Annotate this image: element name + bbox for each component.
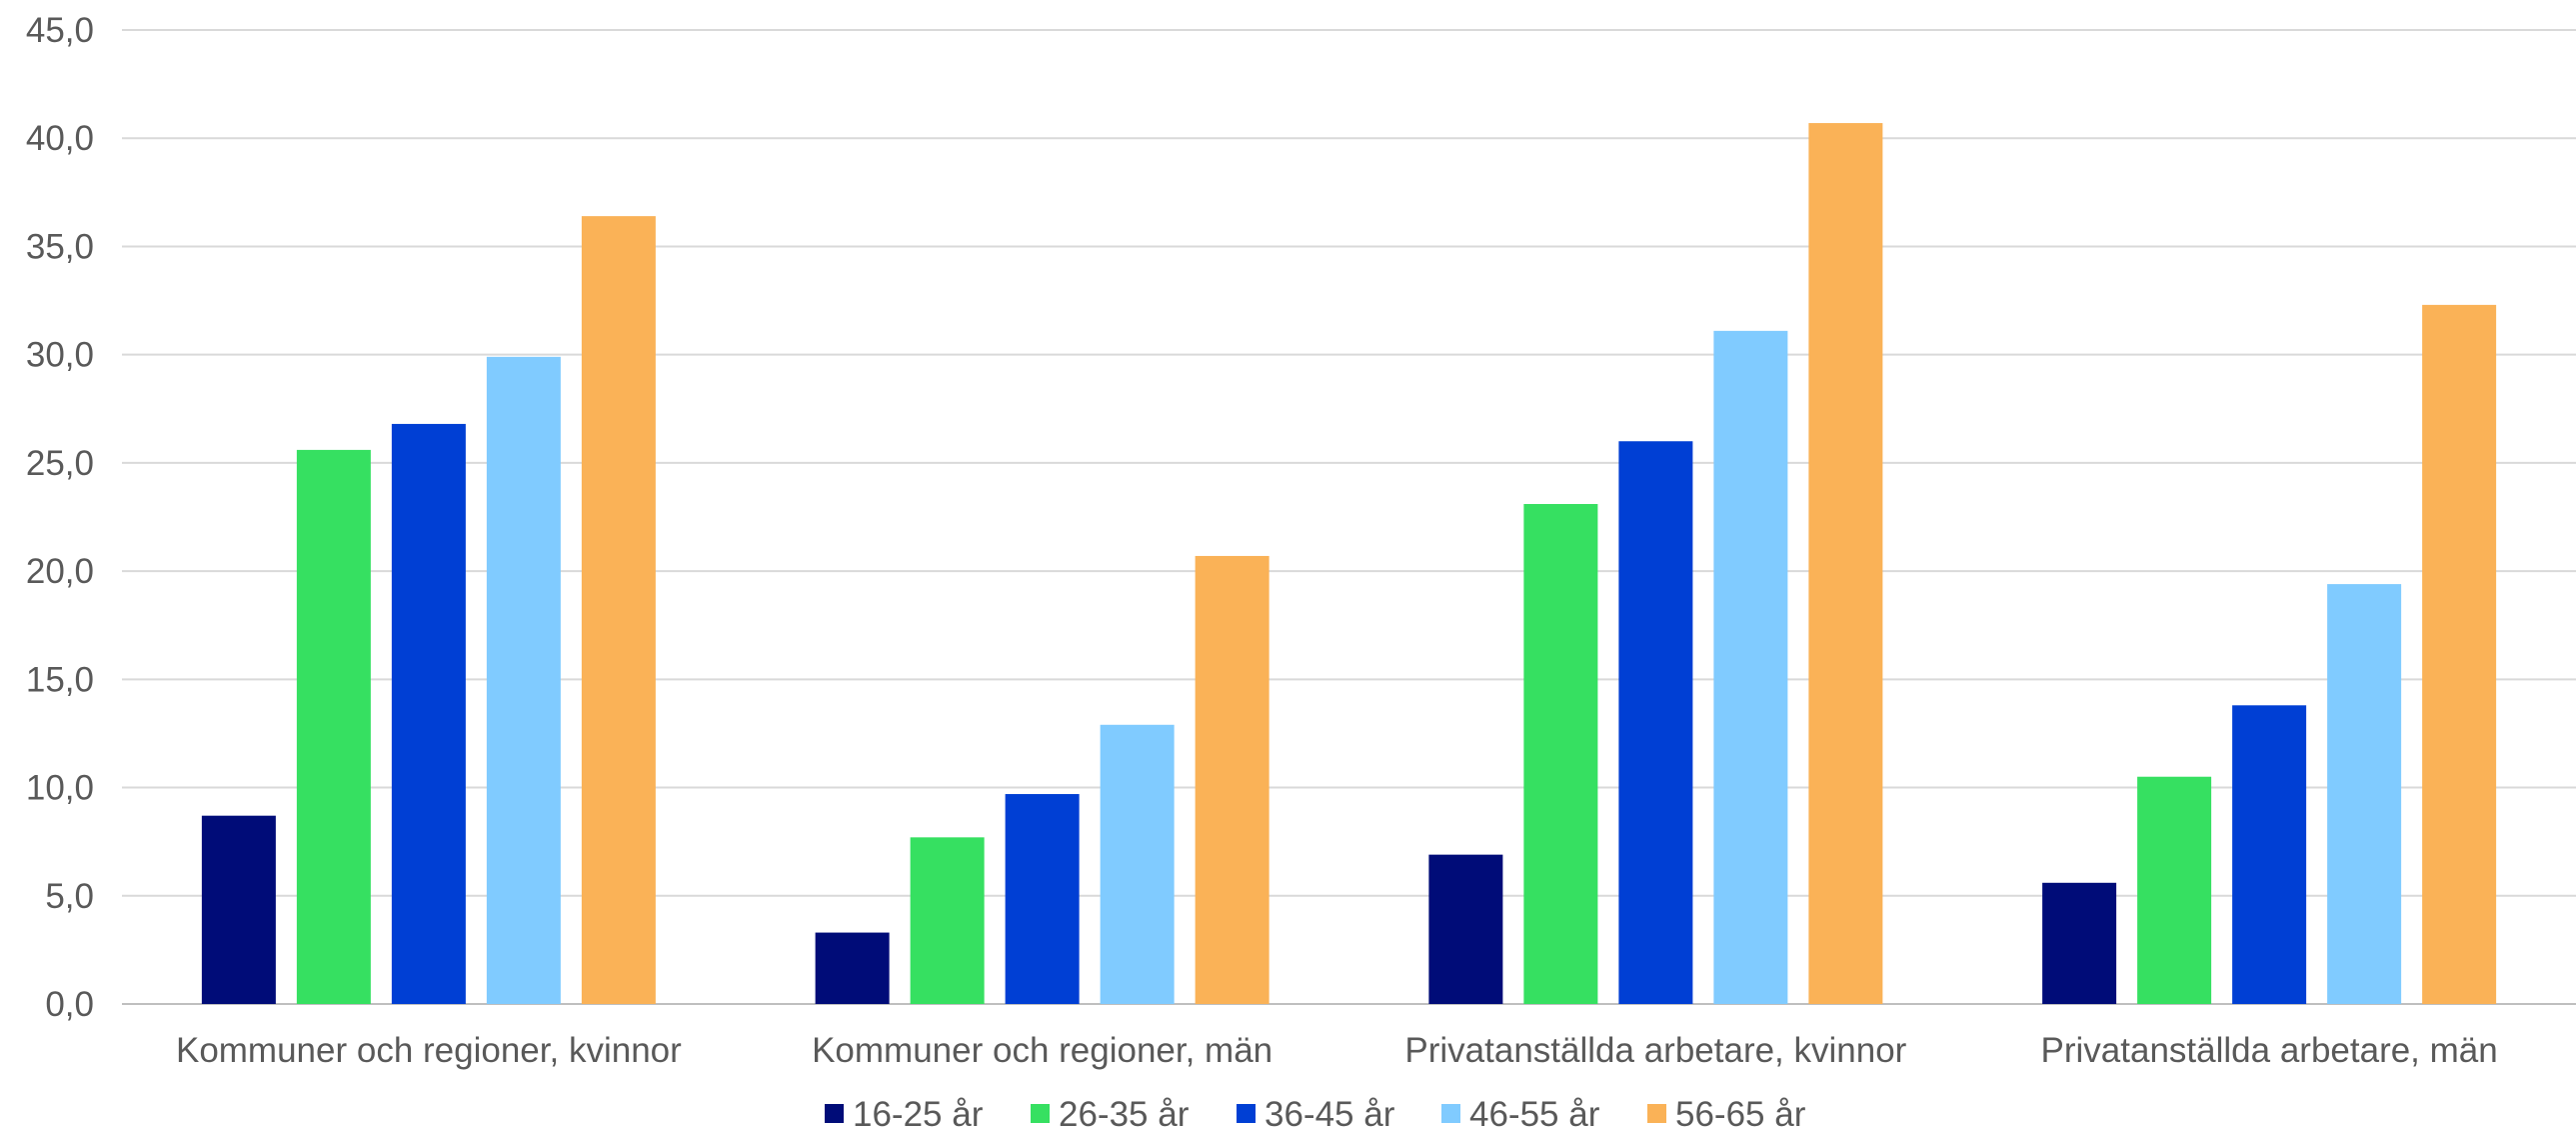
y-tick-label: 0,0: [45, 985, 94, 1024]
y-tick-label: 25,0: [26, 444, 94, 483]
bars: [202, 123, 2496, 1004]
x-category-label: Kommuner och regioner, män: [812, 1031, 1273, 1070]
legend-label: 26-35 år: [1059, 1095, 1190, 1131]
y-tick-label: 35,0: [26, 227, 94, 266]
bar: [1523, 504, 1597, 1004]
bar: [1196, 556, 1270, 1004]
x-category-label: Privatanställda arbetare, kvinnor: [1404, 1031, 1906, 1070]
legend-label: 36-45 år: [1265, 1095, 1395, 1131]
bar: [487, 357, 561, 1004]
bar: [392, 424, 466, 1004]
bar: [1006, 794, 1080, 1004]
bar: [1713, 331, 1787, 1004]
legend-label: 16-25 år: [853, 1095, 984, 1131]
y-tick-label: 45,0: [26, 11, 94, 50]
bar: [297, 450, 371, 1004]
y-tick-label: 20,0: [26, 552, 94, 591]
y-tick-label: 40,0: [26, 119, 94, 158]
bar: [816, 933, 890, 1004]
bar: [2232, 705, 2306, 1004]
x-category-label: Kommuner och regioner, kvinnor: [176, 1031, 682, 1070]
bar: [582, 216, 656, 1004]
x-category-label: Privatanställda arbetare, män: [2041, 1031, 2498, 1070]
bar: [911, 837, 985, 1004]
legend-label: 46-55 år: [1469, 1095, 1600, 1131]
bar: [202, 816, 276, 1004]
legend: 16-25 år 26-35 år 36-45 år 46-55 år 56-65 år: [825, 1095, 1806, 1131]
legend-swatch: [1647, 1104, 1666, 1123]
bar: [1618, 441, 1692, 1004]
legend-swatch: [1031, 1104, 1050, 1123]
bar: [1808, 123, 1882, 1004]
y-axis-tick-labels: 0,0 5,0 10,0 15,0 20,0 25,0 30,0 35,0 40,0 45,0: [26, 11, 94, 1024]
legend-label: 56-65 år: [1675, 1095, 1806, 1131]
bar: [2137, 777, 2211, 1004]
y-tick-label: 10,0: [26, 769, 94, 808]
bar: [2327, 584, 2401, 1004]
bar: [2422, 305, 2496, 1004]
legend-swatch: [1237, 1104, 1256, 1123]
y-tick-label: 15,0: [26, 660, 94, 699]
y-tick-label: 30,0: [26, 336, 94, 375]
bar: [1101, 725, 1175, 1004]
legend-swatch: [1441, 1104, 1460, 1123]
y-tick-label: 5,0: [45, 877, 94, 916]
bar: [1428, 855, 1502, 1004]
x-axis-category-labels: Kommuner och regioner, kvinnor Kommuner o…: [176, 1031, 2498, 1070]
bar: [2042, 883, 2116, 1004]
legend-swatch: [825, 1104, 844, 1123]
